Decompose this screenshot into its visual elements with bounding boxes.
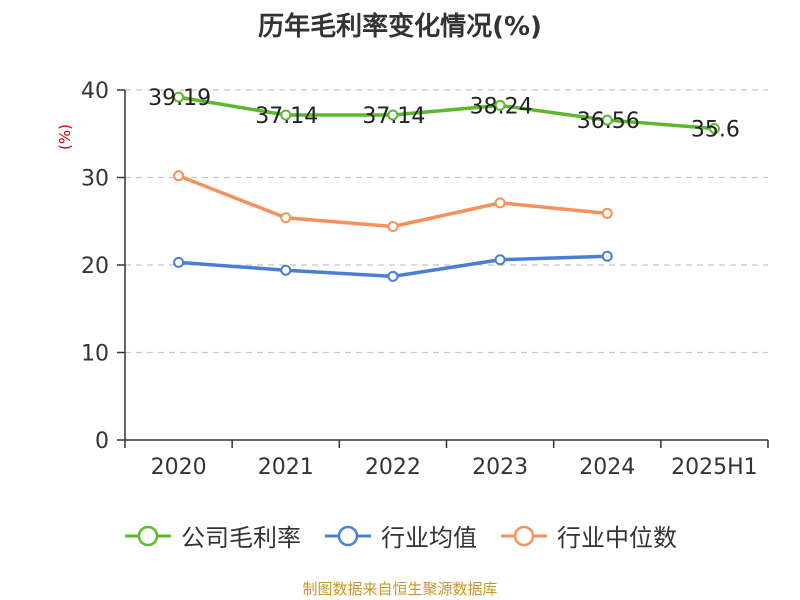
series-1-point [494,254,506,266]
x-tick-label: 2024 [579,455,635,480]
series-0-point [173,91,185,103]
series-1-point [387,270,399,282]
data-label: 38.24 [470,94,533,119]
series-line-0 [178,95,715,131]
chart-title: 历年毛利率变化情况(%) [258,12,542,42]
series-2-point [494,197,506,209]
series-1-point [280,264,292,276]
data-label: 37.14 [255,104,318,129]
series-2-point [280,212,292,224]
series-0-point [601,114,613,126]
y-tick-label: 10 [81,342,109,367]
legend-item-industry-mean[interactable]: 行业均值 [323,518,477,553]
data-label: 35.6 [691,118,740,143]
legend-label-industry-median: 行业中位数 [557,524,677,552]
legend-swatch-industry-median [501,525,547,546]
y-tick-label: 20 [81,254,109,279]
series-line-2 [177,174,608,229]
series-1-point [601,250,613,262]
legend-swatch-company [125,525,171,546]
series-0-point [494,99,506,111]
series-2-point [173,170,185,182]
legend-swatch-industry-mean [325,525,371,546]
x-tick-label: 2023 [472,455,528,480]
legend-item-industry-median[interactable]: 行业中位数 [499,518,677,553]
series-0-point [708,123,720,134]
x-tick-label: 2022 [365,455,421,480]
x-tick-label: 2021 [258,455,314,480]
y-tick-label: 30 [81,167,109,192]
series-0-point [280,109,292,121]
data-label: 36.56 [577,109,640,134]
data-label: 39.19 [148,86,211,111]
x-tick-label: 2025H1 [671,455,758,480]
y-tick-label: 0 [95,429,109,454]
series-2-point [387,221,399,232]
legend: 公司毛利率 行业均值 行业中位数 [0,518,800,553]
x-tick-label: 2020 [151,455,207,480]
legend-item-company[interactable]: 公司毛利率 [123,518,301,553]
data-label: 37.14 [362,104,425,129]
legend-label-company: 公司毛利率 [181,524,301,552]
y-tick-label: 40 [81,79,109,104]
legend-label-industry-mean: 行业均值 [381,524,477,552]
series-1-point [173,256,185,268]
series-2-point [601,207,613,219]
source-note: 制图数据来自恒生聚源数据库 [302,580,498,598]
series-0-point [387,109,399,121]
